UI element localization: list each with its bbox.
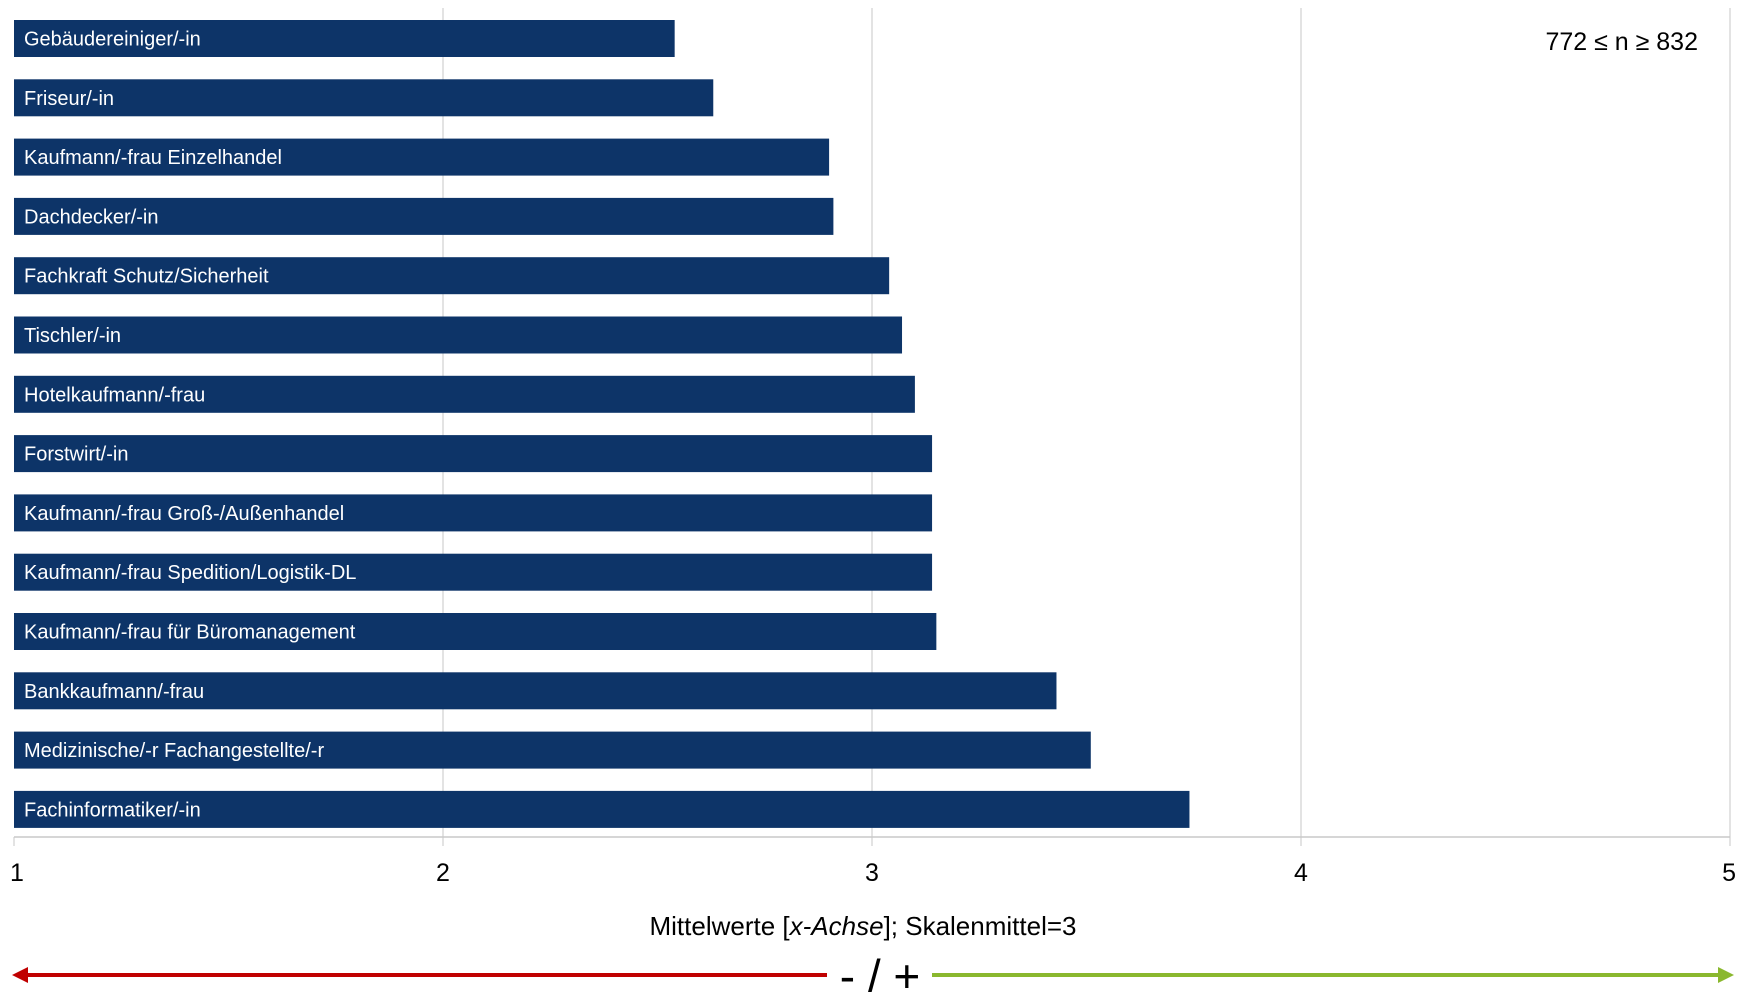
bar-category-label: Kaufmann/-frau Groß-/Außenhandel — [24, 503, 344, 525]
x-axis-label-part-1: Mittelwerte [ — [649, 911, 790, 941]
x-tick-label: 1 — [10, 859, 24, 887]
bar-category-label: Forstwirt/-in — [24, 444, 128, 466]
bar — [14, 79, 714, 117]
bars: Gebäudereiniger/-in Friseur/-in Kaufmann/-… — [14, 20, 1190, 828]
bar-category-label: Kaufmann/-frau Einzelhandel — [24, 147, 282, 169]
bar-category-label: Medizinische/-r Fachangestellte/-r — [24, 740, 324, 762]
bar-category-label: Dachdecker/-in — [24, 206, 159, 228]
bar — [14, 553, 933, 591]
bar-category-label: Fachinformatiker/-in — [24, 799, 201, 821]
x-axis-label-part-2: x-Achse — [788, 911, 884, 941]
bar — [14, 731, 1091, 769]
x-tick-label: 5 — [1722, 859, 1736, 887]
bar-category-label: Tischler/-in — [24, 325, 121, 347]
bar — [14, 435, 933, 473]
bar-category-label: Hotelkaufmann/-frau — [24, 384, 205, 406]
x-tick-label: 2 — [436, 859, 450, 887]
scale-direction-indicator: - / + — [12, 950, 1734, 992]
bar — [14, 613, 937, 650]
bar — [14, 790, 1190, 828]
bar — [14, 672, 1057, 710]
bar — [14, 316, 903, 354]
bar-category-label: Bankkaufmann/-frau — [24, 681, 204, 703]
x-tick-labels: 1 2 3 4 5 — [10, 859, 1736, 887]
positive-arrow-head — [1718, 967, 1734, 983]
bar-category-label: Friseur/-in — [24, 88, 114, 110]
x-axis-label: Mittelwerte [x-Achse]; Skalenmittel=3 — [649, 911, 1076, 941]
grid-lines — [13, 8, 1731, 846]
x-tick-label: 3 — [865, 859, 879, 887]
bar-category-label: Kaufmann/-frau Spedition/Logistik-DL — [24, 562, 356, 584]
bar — [14, 138, 830, 176]
bar — [14, 197, 834, 235]
bar — [14, 494, 933, 532]
bar-category-label: Gebäudereiniger/-in — [24, 29, 201, 51]
bar-category-label: Kaufmann/-frau für Büromanagement — [24, 622, 356, 644]
negative-arrow-head — [12, 967, 28, 983]
minus-plus-symbol: - / + — [840, 950, 921, 992]
bar — [14, 257, 890, 295]
bar-category-label: Fachkraft Schutz/Sicherheit — [24, 266, 269, 288]
x-axis-label-part-3: ]; Skalenmittel=3 — [884, 911, 1077, 941]
x-tick-label: 4 — [1294, 859, 1308, 887]
sample-size-annotation: 772 ≤ n ≥ 832 — [1545, 28, 1698, 56]
bar — [14, 20, 675, 57]
bar — [14, 375, 915, 413]
